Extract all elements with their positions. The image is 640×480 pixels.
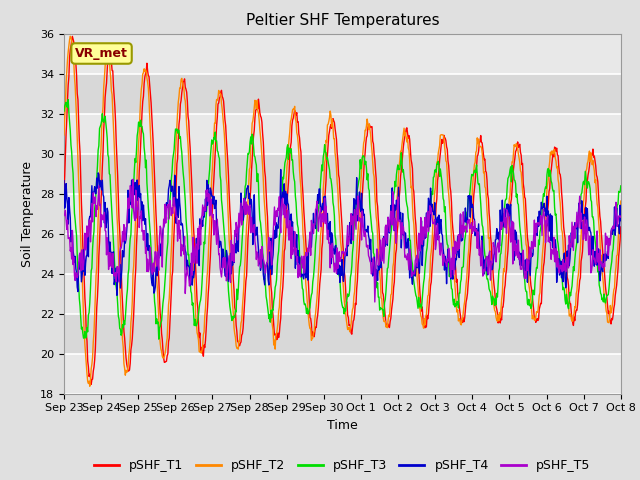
Bar: [64, 274, 621, 313]
Y-axis label: Soil Temperature: Soil Temperature: [22, 161, 35, 266]
Line: pSHF_T1: pSHF_T1: [64, 36, 621, 384]
pSHF_T3: [399, 167, 407, 173]
Legend: pSHF_T1, pSHF_T2, pSHF_T3, pSHF_T4, pSHF_T5: pSHF_T1, pSHF_T2, pSHF_T3, pSHF_T4, pSHF…: [89, 455, 596, 477]
pSHF_T3: [484, 276, 492, 282]
pSHF_T1: [96, 239, 104, 245]
Line: pSHF_T5: pSHF_T5: [64, 179, 621, 302]
pSHF_T1: [541, 250, 548, 255]
pSHF_T5: [94, 194, 102, 200]
X-axis label: Time: Time: [327, 419, 358, 432]
pSHF_T4: [277, 167, 285, 172]
pSHF_T2: [617, 198, 625, 204]
pSHF_T3: [385, 255, 392, 261]
pSHF_T1: [60, 188, 68, 193]
pSHF_T3: [155, 336, 163, 342]
pSHF_T1: [68, 34, 76, 39]
Bar: [64, 193, 621, 234]
pSHF_T2: [67, 33, 74, 39]
pSHF_T5: [484, 258, 492, 264]
pSHF_T4: [399, 232, 407, 238]
pSHF_T5: [129, 176, 137, 182]
Line: pSHF_T2: pSHF_T2: [64, 36, 621, 386]
pSHF_T4: [484, 272, 492, 278]
pSHF_T4: [541, 208, 548, 214]
pSHF_T5: [541, 218, 548, 224]
pSHF_T4: [617, 218, 625, 224]
pSHF_T4: [416, 252, 424, 257]
Bar: [64, 73, 621, 114]
Title: Peltier SHF Temperatures: Peltier SHF Temperatures: [246, 13, 439, 28]
pSHF_T4: [60, 178, 68, 184]
pSHF_T2: [541, 219, 548, 225]
pSHF_T1: [484, 192, 492, 197]
pSHF_T2: [416, 307, 424, 312]
pSHF_T2: [60, 132, 68, 138]
Bar: [64, 354, 621, 394]
Text: VR_met: VR_met: [75, 47, 128, 60]
pSHF_T3: [60, 108, 68, 114]
pSHF_T5: [60, 213, 68, 218]
pSHF_T2: [399, 131, 407, 137]
pSHF_T1: [87, 382, 95, 387]
pSHF_T3: [416, 301, 424, 307]
pSHF_T1: [399, 144, 407, 149]
pSHF_T4: [94, 170, 102, 176]
Bar: [64, 114, 621, 154]
pSHF_T1: [617, 224, 625, 230]
pSHF_T5: [385, 217, 392, 223]
pSHF_T4: [385, 221, 392, 227]
pSHF_T3: [95, 143, 102, 149]
pSHF_T5: [371, 299, 379, 305]
pSHF_T1: [385, 324, 392, 329]
Bar: [64, 234, 621, 274]
pSHF_T2: [385, 312, 392, 318]
Bar: [64, 154, 621, 193]
Line: pSHF_T3: pSHF_T3: [64, 100, 621, 339]
pSHF_T2: [484, 218, 492, 224]
Line: pSHF_T4: pSHF_T4: [64, 169, 621, 295]
Bar: [64, 34, 621, 73]
pSHF_T3: [541, 187, 548, 192]
Bar: [64, 313, 621, 354]
pSHF_T3: [65, 97, 72, 103]
pSHF_T2: [86, 384, 93, 389]
pSHF_T4: [113, 292, 121, 298]
pSHF_T1: [416, 292, 424, 298]
pSHF_T5: [617, 215, 625, 220]
pSHF_T2: [96, 181, 104, 187]
pSHF_T5: [416, 248, 424, 254]
pSHF_T5: [399, 224, 407, 230]
pSHF_T3: [617, 183, 625, 189]
